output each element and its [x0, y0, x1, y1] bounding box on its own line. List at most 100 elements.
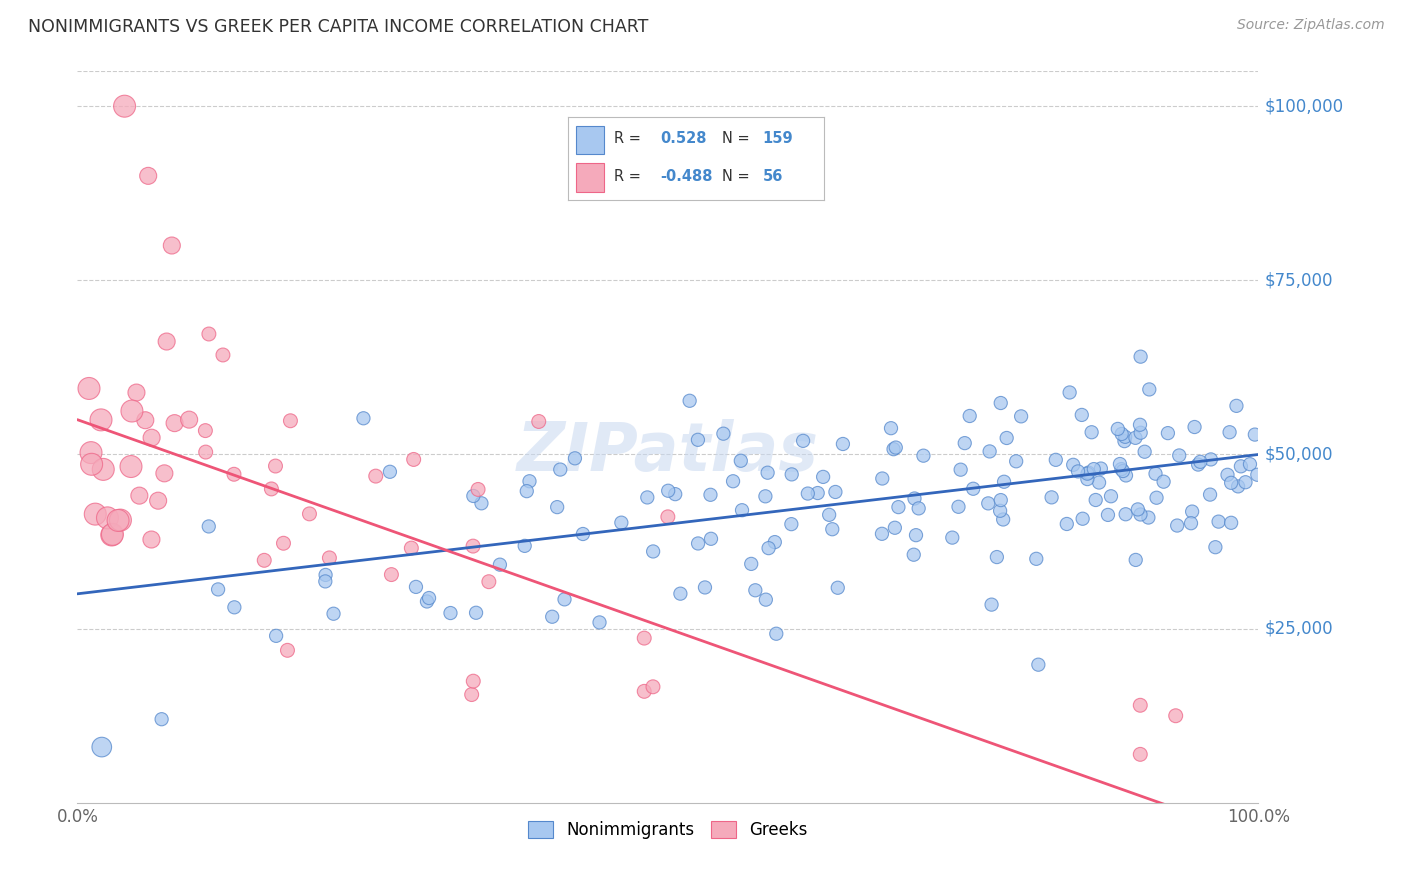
- Point: [744, 583, 766, 598]
- Point: [686, 536, 709, 550]
- Point: [903, 548, 925, 562]
- Point: [405, 580, 427, 594]
- Point: [1227, 479, 1250, 493]
- Point: [980, 598, 1002, 612]
- Point: [207, 582, 229, 597]
- Point: [1088, 475, 1111, 490]
- Point: [1230, 459, 1253, 474]
- Point: [713, 426, 735, 441]
- Point: [1071, 512, 1094, 526]
- Point: [463, 674, 485, 689]
- Text: Source: ZipAtlas.com: Source: ZipAtlas.com: [1237, 18, 1385, 32]
- Text: 159: 159: [762, 131, 793, 146]
- Point: [633, 631, 655, 645]
- Point: [870, 526, 893, 541]
- Text: N =: N =: [721, 169, 749, 184]
- Point: [669, 587, 692, 601]
- Text: NONIMMIGRANTS VS GREEK PER CAPITA INCOME CORRELATION CHART: NONIMMIGRANTS VS GREEK PER CAPITA INCOME…: [28, 18, 648, 36]
- Text: R =: R =: [614, 169, 641, 184]
- Point: [222, 467, 245, 482]
- Point: [179, 412, 201, 426]
- Point: [1129, 350, 1152, 364]
- Point: [194, 445, 217, 459]
- Point: [1189, 455, 1212, 469]
- Point: [572, 527, 595, 541]
- Point: [979, 444, 1001, 458]
- Point: [1115, 508, 1137, 522]
- Point: [352, 411, 374, 425]
- Point: [657, 509, 679, 524]
- Point: [953, 436, 976, 450]
- Point: [264, 458, 287, 473]
- Point: [962, 482, 984, 496]
- Point: [1125, 431, 1147, 445]
- Point: [461, 539, 484, 553]
- Point: [912, 449, 935, 463]
- Text: $75,000: $75,000: [1264, 271, 1333, 289]
- Point: [260, 482, 283, 496]
- Point: [903, 491, 925, 506]
- Point: [401, 541, 423, 555]
- Point: [986, 550, 1008, 565]
- Point: [754, 489, 776, 503]
- Point: [1246, 467, 1268, 482]
- Point: [993, 475, 1015, 489]
- Point: [780, 517, 803, 532]
- Point: [1125, 553, 1147, 567]
- Point: [686, 433, 709, 447]
- Point: [1137, 510, 1160, 524]
- Point: [1220, 516, 1243, 530]
- Point: [280, 414, 302, 428]
- Text: $100,000: $100,000: [1264, 97, 1343, 115]
- Text: -0.488: -0.488: [661, 169, 713, 184]
- Point: [1070, 408, 1092, 422]
- Point: [380, 567, 402, 582]
- Point: [610, 516, 633, 530]
- Point: [96, 511, 118, 525]
- Point: [633, 684, 655, 698]
- Point: [134, 413, 156, 427]
- Point: [721, 475, 744, 489]
- Point: [1199, 487, 1222, 501]
- Point: [1059, 385, 1081, 400]
- Point: [1028, 657, 1050, 672]
- Point: [121, 404, 143, 418]
- Point: [1220, 475, 1243, 490]
- Point: [949, 463, 972, 477]
- Point: [904, 528, 927, 542]
- Point: [541, 609, 564, 624]
- Point: [818, 508, 841, 522]
- Point: [224, 600, 246, 615]
- Point: [664, 487, 686, 501]
- Point: [883, 442, 905, 457]
- Point: [1187, 458, 1209, 472]
- Point: [364, 469, 387, 483]
- Point: [463, 489, 485, 503]
- Point: [1080, 425, 1102, 440]
- Point: [991, 512, 1014, 526]
- Point: [693, 581, 716, 595]
- Point: [156, 334, 179, 349]
- Point: [416, 594, 439, 608]
- Point: [1219, 425, 1241, 440]
- Point: [1239, 457, 1261, 471]
- Point: [100, 528, 122, 542]
- Point: [1114, 430, 1136, 444]
- Point: [959, 409, 981, 423]
- Point: [1107, 422, 1129, 436]
- Point: [253, 553, 276, 567]
- Point: [699, 488, 721, 502]
- Point: [880, 421, 903, 435]
- Point: [700, 532, 723, 546]
- Point: [1157, 426, 1180, 441]
- Point: [146, 493, 169, 508]
- Point: [564, 451, 586, 466]
- Point: [548, 462, 571, 476]
- Point: [887, 500, 910, 515]
- Text: R =: R =: [614, 131, 641, 146]
- Point: [641, 680, 664, 694]
- Point: [465, 606, 488, 620]
- Point: [264, 629, 287, 643]
- Point: [756, 466, 779, 480]
- Text: ZIPatlas: ZIPatlas: [517, 418, 818, 484]
